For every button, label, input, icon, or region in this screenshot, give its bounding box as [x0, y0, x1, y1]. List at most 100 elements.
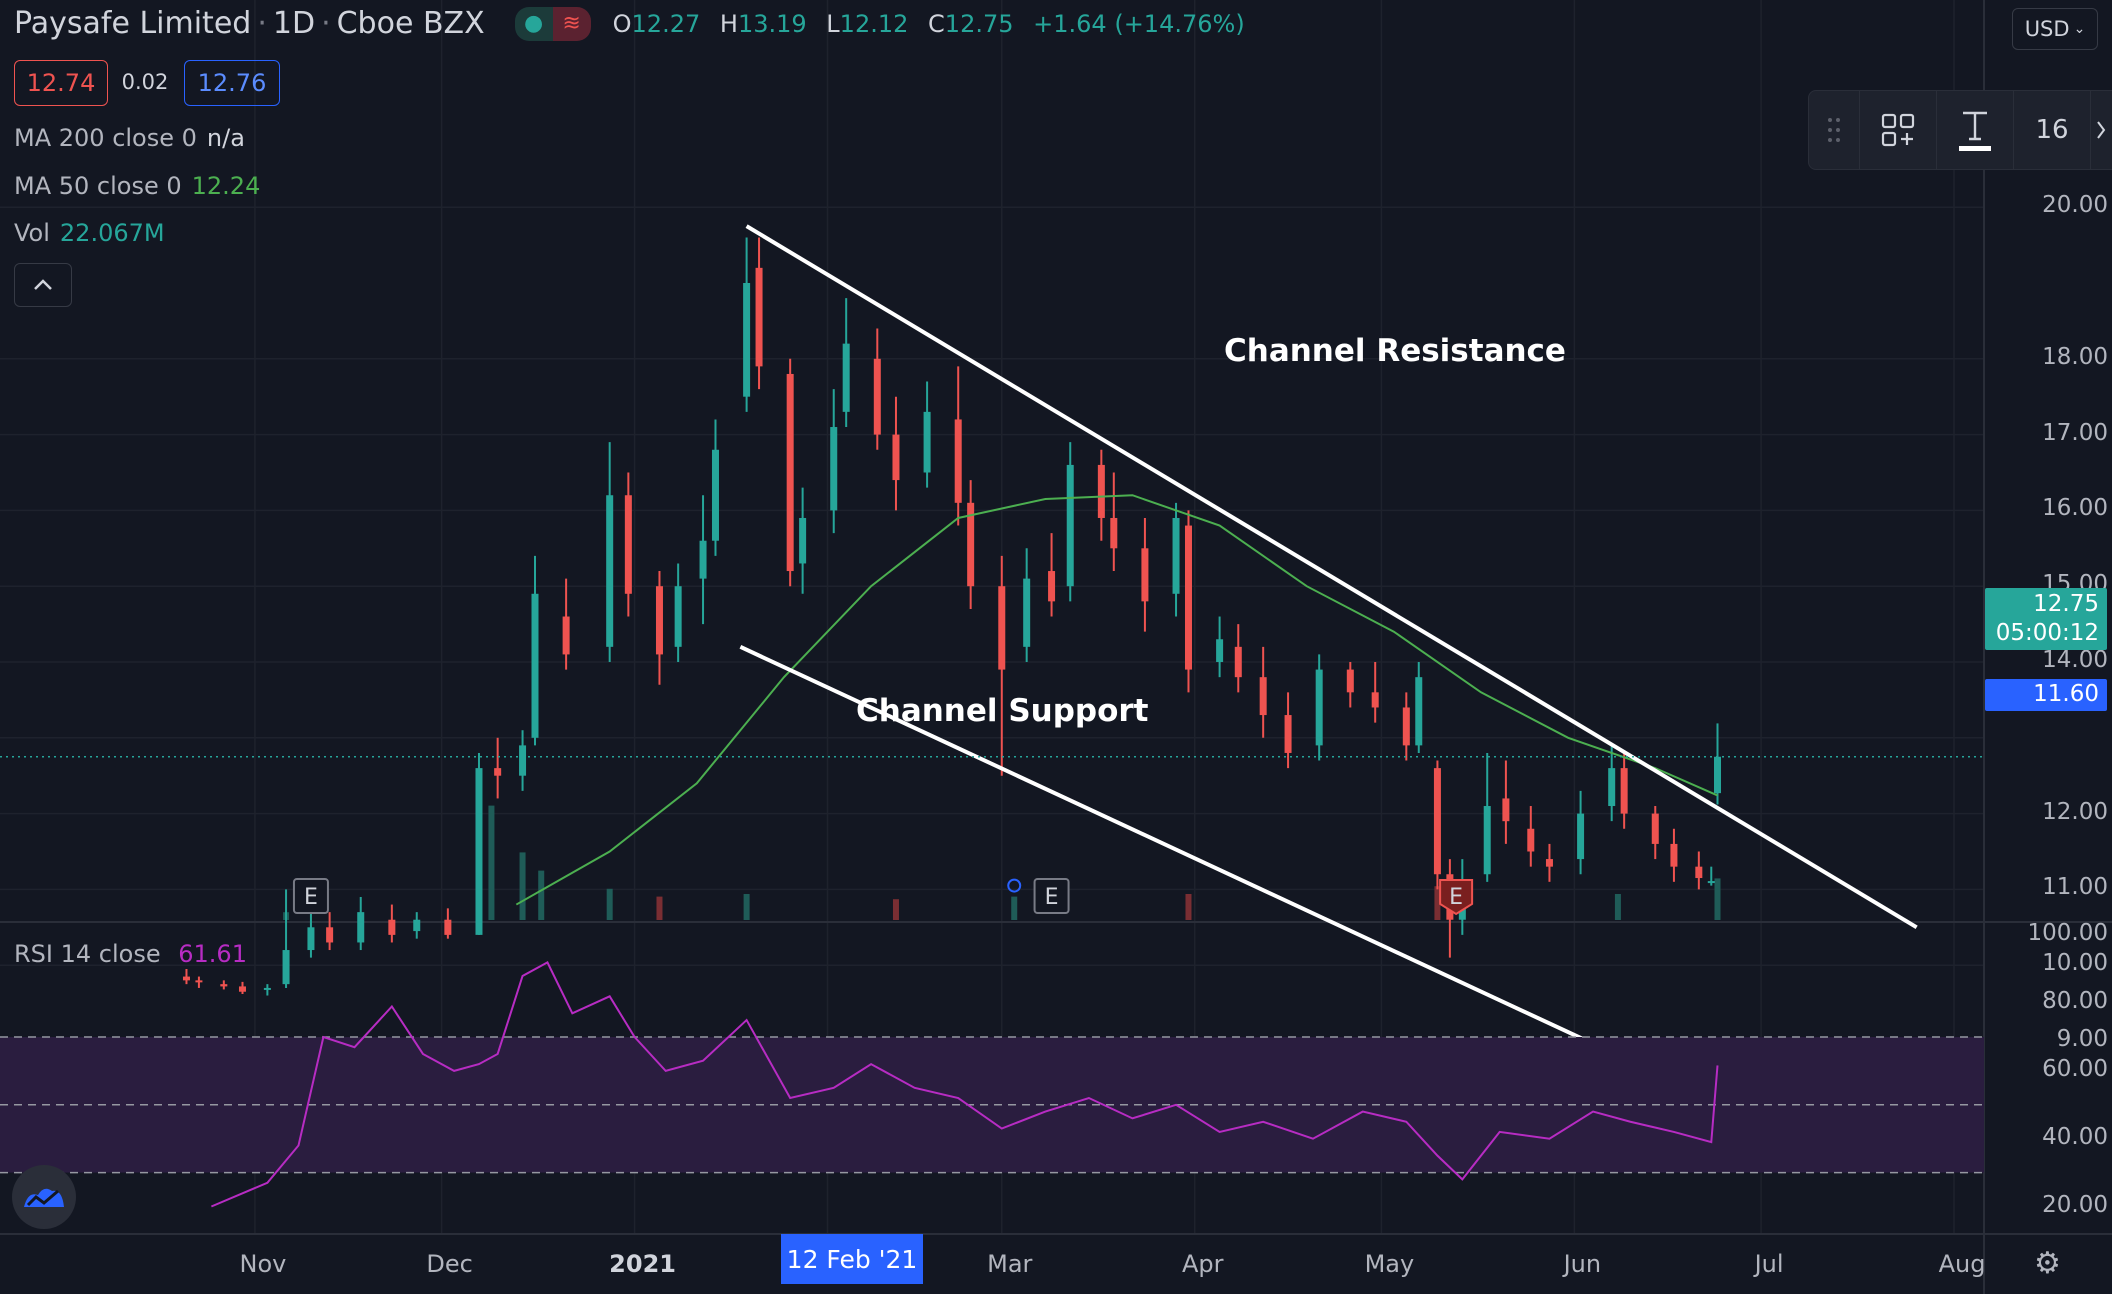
high-value: 13.19: [737, 9, 807, 38]
ma50-legend[interactable]: MA 50 close 0 12.24: [14, 172, 260, 200]
candle: [1527, 806, 1535, 867]
candle-body: [1259, 677, 1267, 716]
ma50-label: MA 50 close 0: [14, 172, 182, 200]
rsi-legend[interactable]: RSI 14 close 61.61: [14, 940, 247, 968]
candle: [282, 889, 290, 988]
earnings-letter: E: [1045, 885, 1059, 910]
candle-body: [1023, 578, 1031, 647]
candle-body: [531, 593, 539, 738]
candle-body: [1346, 669, 1354, 693]
collapse-legend-button[interactable]: [14, 263, 72, 307]
interval-label[interactable]: 1D: [272, 6, 316, 41]
candle-body: [624, 495, 632, 594]
volume-legend[interactable]: Vol 22.067M: [14, 219, 165, 247]
rsi-value: 61.61: [178, 940, 247, 968]
market-open-dot-icon: ●: [514, 6, 553, 41]
candle-body: [1141, 548, 1149, 602]
market-status-toggle[interactable]: ● ≋: [514, 6, 591, 41]
rsi-tick-label: 40.00: [2042, 1123, 2108, 1150]
rsi-line: [210, 961, 1719, 1208]
close-value: 12.75: [944, 9, 1014, 38]
tradingview-logo-icon[interactable]: [12, 1165, 76, 1229]
channel-support-label[interactable]: Channel Support: [856, 693, 1149, 729]
open-value: 12.27: [631, 9, 701, 38]
candle: [1141, 517, 1149, 632]
price-tick-label: 10.00: [2042, 950, 2108, 977]
candle-body: [282, 950, 290, 985]
volume-bar: [1011, 896, 1018, 920]
candle: [998, 555, 1006, 776]
chevron-down-icon: ⌄: [2073, 21, 2086, 37]
earnings-marker: E: [1439, 879, 1474, 916]
candle-body: [743, 283, 751, 397]
candle-body: [1651, 813, 1659, 844]
channel-resistance-label[interactable]: Channel Resistance: [1224, 333, 1566, 369]
time-tick-label: Nov: [239, 1250, 287, 1278]
candle-body: [1172, 517, 1180, 594]
spread-value: 0.02: [121, 70, 169, 94]
price-tick-label: 11.00: [2042, 874, 2108, 901]
volume-bar: [1185, 894, 1192, 920]
candle-body: [1608, 768, 1616, 807]
currency-selector[interactable]: USD ⌄: [2012, 8, 2098, 50]
volume-bar: [488, 805, 495, 920]
candle-body: [799, 517, 807, 564]
rsi-tick-label: 100.00: [2027, 920, 2108, 947]
volume-bar: [1434, 886, 1441, 920]
drag-handle-icon[interactable]: [1809, 91, 1859, 169]
bid-price-button[interactable]: 12.74: [14, 60, 108, 106]
object-template-icon[interactable]: [1860, 91, 1936, 169]
font-size-selector[interactable]: 16: [2035, 115, 2069, 145]
candle-body: [830, 427, 838, 511]
ma200-legend[interactable]: MA 200 close 0 n/a: [14, 124, 245, 152]
candle: [1216, 616, 1224, 678]
earnings-badge: [1439, 879, 1474, 916]
candle: [531, 555, 539, 746]
candle: [699, 495, 707, 625]
countdown-value: 05:00:12: [1995, 620, 2099, 646]
ask-price-button[interactable]: 12.76: [184, 60, 280, 106]
candle: [624, 472, 632, 617]
earnings-badge: [292, 878, 329, 914]
candle-body: [263, 987, 271, 990]
candle: [606, 442, 614, 662]
symbol-name[interactable]: Paysafe Limited: [14, 6, 252, 41]
chevron-up-icon: [34, 279, 52, 290]
candle: [842, 298, 850, 428]
time-tick-label: Mar: [987, 1250, 1033, 1278]
time-tick-label: Aug: [1938, 1250, 1986, 1278]
more-options-icon[interactable]: [2091, 91, 2111, 169]
time-tick-label: Apr: [1181, 1250, 1224, 1278]
volume-bar: [656, 896, 663, 920]
candle-body: [755, 267, 763, 367]
candle-body: [1483, 806, 1491, 875]
candle: [1048, 533, 1056, 617]
candle: [1346, 662, 1354, 708]
candle: [1651, 806, 1659, 860]
candle: [967, 480, 975, 609]
ma200-value: n/a: [206, 124, 245, 152]
data-wave-icon: ≋: [552, 6, 591, 41]
settings-gear-icon[interactable]: ⚙: [2034, 1246, 2061, 1281]
last-price-value: 12.75: [2033, 591, 2099, 617]
candle: [830, 389, 838, 534]
ohlc-readout: O12.27 H13.19 L12.12 C12.75 +1.64 (+14.7…: [613, 10, 1257, 38]
text-color-icon[interactable]: [1937, 91, 2013, 169]
crosshair-point: [1007, 878, 1022, 893]
candle-body: [1066, 464, 1074, 587]
header-separator: ·: [321, 6, 331, 41]
channel-support-line: [739, 645, 1613, 1055]
candle-body: [388, 919, 396, 935]
volume-bar: [1614, 894, 1621, 920]
symbol-header: Paysafe Limited · 1D · Cboe BZX ● ≋ O12.…: [14, 6, 1257, 41]
candle: [1707, 866, 1715, 886]
candle-body: [220, 984, 228, 987]
earnings-marker: E: [292, 878, 329, 914]
candle: [1066, 442, 1074, 602]
candle: [1714, 723, 1721, 805]
candle: [1483, 752, 1491, 882]
candle-body: [967, 502, 975, 587]
candle: [1433, 760, 1441, 890]
candle-body: [674, 586, 682, 647]
